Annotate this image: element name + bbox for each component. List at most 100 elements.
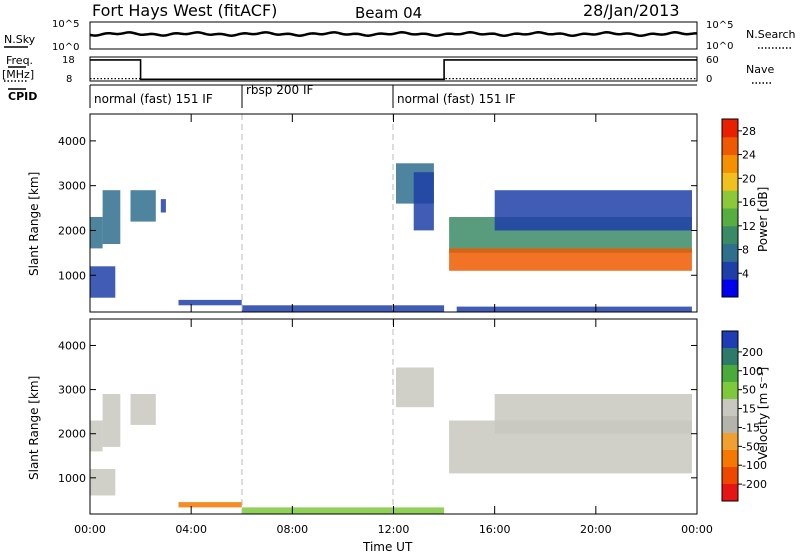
velocity-ytick-2: 3000 [58, 384, 86, 397]
freq-label-line2: [MHz] [2, 68, 34, 81]
noise-sky-line [89, 31, 697, 37]
time-tick-5: 20:00 [580, 523, 612, 536]
cpid-segment-3: normal (fast) 151 IF [397, 92, 516, 106]
power-colorbar-bin-2 [722, 243, 738, 262]
velocity-echo-patch-0 [90, 420, 103, 452]
power-ytick-3: 4000 [58, 135, 86, 148]
power-ytick-0: 1000 [58, 269, 86, 282]
power-colorbar-tick-0: 4 [742, 267, 749, 280]
time-tick-1: 04:00 [175, 523, 207, 536]
freq-line [90, 59, 697, 81]
velocity-panel: 1000 2000 3000 4000 00:00 04:00 08:00 12:00 16:… [27, 318, 713, 554]
power-echo-patch-10 [449, 248, 692, 271]
power-colorbar-bin-3 [722, 225, 738, 245]
velocity-colorbar-tick-7: -200 [742, 478, 767, 491]
station-title: Fort Hays West (fitACF) [92, 1, 277, 20]
date-title: 28/Jan/2013 [583, 1, 680, 20]
power-colorbar-label: Power [dB] [756, 187, 770, 252]
velocity-colorbar-bin-4 [722, 399, 738, 417]
velocity-colorbar-bin-7 [722, 450, 738, 468]
power-echo-patch-12 [456, 306, 692, 312]
velocity-colorbar-bin-2 [722, 365, 738, 383]
power-ylabel: Slant Range [km] [27, 172, 41, 276]
noise-right-tick-top: 10^5 [706, 20, 733, 31]
velocity-colorbar-bin-9 [722, 484, 738, 502]
noise-search-label: N.Search [746, 28, 796, 41]
velocity-colorbar-bin-0 [722, 331, 738, 349]
velocity-echo-patch-3 [130, 394, 156, 425]
cpid-segment-1: normal (fast) 151 IF [94, 92, 213, 106]
power-colorbar-bin-4 [722, 208, 738, 227]
power-colorbar-tick-2: 12 [742, 220, 756, 233]
velocity-colorbar-tick-4: -15 [742, 421, 760, 434]
velocity-colorbar-tick-5: -50 [742, 440, 760, 453]
velocity-colorbar-bin-8 [722, 467, 738, 485]
power-echo-patch-3 [130, 190, 156, 222]
velocity-echo-patch-6 [396, 367, 434, 408]
velocity-ytick-0: 1000 [58, 472, 86, 485]
power-echo-patch-0 [90, 217, 103, 249]
power-echo-patch-6 [241, 305, 445, 312]
power-colorbar-bin-1 [722, 261, 738, 280]
velocity-colorbar-bin-5 [722, 416, 738, 434]
velocity-colorbar-tick-0: 200 [742, 346, 763, 359]
time-axis-label: Time UT [362, 540, 413, 554]
freq-right-tick-top: 60 [706, 55, 719, 66]
velocity-echo-patch-8 [494, 394, 692, 434]
freq-left-tick-bottom: 8 [66, 74, 72, 85]
noise-right-tick-bottom: 10^0 [706, 41, 733, 52]
power-colorbar-bin-5 [722, 190, 738, 209]
power-colorbar-tick-3: 16 [742, 196, 756, 209]
noise-left-tick-bottom: 10^0 [52, 42, 79, 53]
power-colorbar-tick-5: 24 [742, 149, 756, 162]
velocity-echo-patch-4 [178, 502, 242, 508]
power-colorbar-tick-4: 20 [742, 172, 756, 185]
power-colorbar-tick-6: 28 [742, 125, 756, 138]
power-echo-patch-1 [102, 190, 121, 244]
power-echo-patch-4 [160, 199, 166, 213]
noise-panel: 10^5 10^0 10^5 10^0 N.Sky N.Search [4, 19, 796, 53]
time-tick-3: 12:00 [378, 523, 410, 536]
velocity-colorbar-bin-6 [722, 433, 738, 451]
power-panel: 1000 2000 3000 4000 Slant Range [km] [27, 113, 698, 313]
noise-left-tick-top: 10^5 [52, 19, 79, 30]
power-colorbar: 4 8 12 16 20 24 28 Power [dB] [721, 118, 770, 298]
velocity-ytick-3: 4000 [58, 339, 86, 352]
power-echo-patch-11 [494, 190, 692, 231]
power-echo-patch-2 [90, 266, 116, 298]
velocity-colorbar-tick-1: 100 [742, 365, 763, 378]
velocity-colorbar-bin-1 [722, 348, 738, 366]
freq-label-line1: Freq. [6, 54, 33, 67]
power-echo-patch-8 [413, 172, 434, 231]
cpid-segment-2: rbsp 200 IF [246, 83, 313, 97]
freq-panel: 18 8 60 0 Freq. [MHz] Nave [2, 54, 774, 85]
power-colorbar-bin-8 [722, 136, 738, 156]
velocity-colorbar: 200 100 50 15 -15 -50 -100 -200 Velocity [m s⁻¹… [721, 330, 770, 502]
velocity-colorbar-bin-3 [722, 382, 738, 400]
velocity-echo-patch-1 [102, 394, 121, 447]
velocity-echo-patch-5 [241, 507, 445, 514]
noise-sky-label: N.Sky [4, 33, 36, 46]
velocity-colorbar-tick-2: 50 [742, 384, 756, 397]
power-ytick-2: 3000 [58, 180, 86, 193]
cpid-label: CPID [8, 90, 37, 103]
freq-left-tick-top: 18 [62, 55, 75, 66]
power-colorbar-bin-7 [722, 154, 738, 173]
power-colorbar-bin-0 [722, 279, 738, 298]
time-tick-4: 16:00 [479, 523, 511, 536]
time-tick-2: 08:00 [276, 523, 308, 536]
nave-line [90, 77, 697, 81]
power-colorbar-bin-9 [722, 119, 738, 138]
velocity-colorbar-tick-3: 15 [742, 403, 756, 416]
cpid-panel: CPID normal (fast) 151 IF rbsp 200 IF no… [8, 83, 697, 108]
nave-label: Nave [746, 63, 774, 76]
velocity-colorbar-label: Velocity [m s⁻¹] [756, 367, 770, 460]
power-ytick-1: 2000 [58, 224, 86, 237]
velocity-ytick-1: 2000 [58, 428, 86, 441]
velocity-colorbar-tick-6: -100 [742, 459, 767, 472]
velocity-ylabel: Slant Range [km] [27, 376, 41, 480]
time-tick-6: 00:00 [681, 523, 713, 536]
power-colorbar-bin-6 [722, 172, 738, 191]
freq-right-tick-bottom: 0 [706, 74, 712, 85]
